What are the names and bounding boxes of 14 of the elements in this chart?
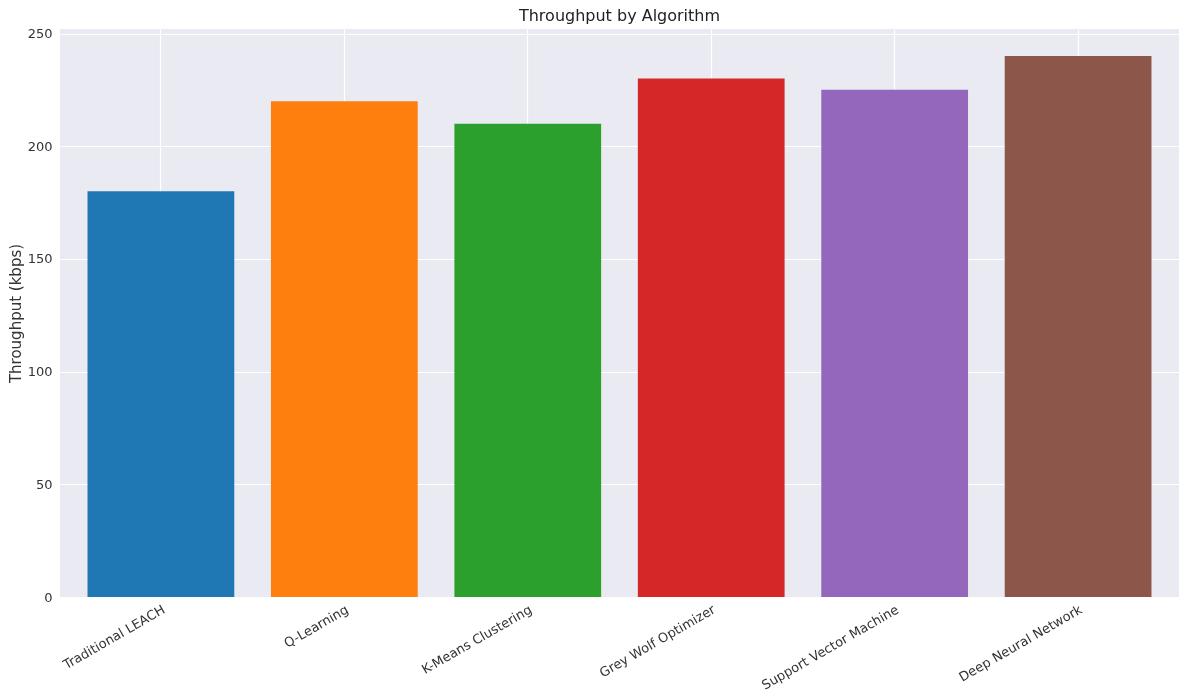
bar [637,78,785,597]
y-tick-label: 0 [44,589,53,605]
y-tick-label: 150 [27,251,53,267]
bar [1004,56,1152,597]
y-tick-label: 50 [35,476,53,492]
bar [821,89,969,597]
chart-title: Throughput by Algorithm [517,5,721,25]
bar [454,123,602,597]
y-axis-title: Throughput (kbps) [6,243,25,385]
y-tick-label: 200 [27,138,53,154]
y-tick-label: 100 [27,364,53,380]
bar [87,191,235,597]
bar [270,101,418,597]
y-tick-label: 250 [27,26,53,42]
